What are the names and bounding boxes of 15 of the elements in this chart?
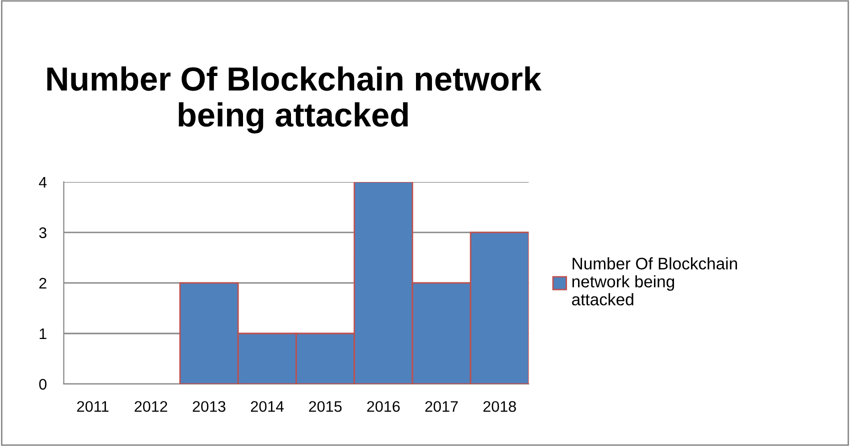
x-tick-label: 2015 — [309, 401, 342, 412]
x-tick-label: 2018 — [483, 401, 516, 412]
x-tick-label: 2012 — [134, 401, 168, 412]
y-tick-label: 3 — [39, 227, 46, 238]
y-tick-label: 0 — [39, 378, 46, 390]
chart-title: Number Of Blockchain network being attacked — [47, 66, 542, 134]
x-tick-label: 2011 — [77, 401, 108, 412]
x-tick-label: 2013 — [192, 401, 226, 412]
x-tick-label: 2014 — [250, 401, 284, 412]
x-tick-label: 2016 — [367, 401, 400, 412]
x-tick-label: 2017 — [425, 401, 458, 412]
legend-label: Number Of Blockchain network being attacked — [572, 257, 737, 306]
y-tick-label: 4 — [38, 176, 47, 188]
y-tick-label: 1 — [40, 328, 46, 340]
y-tick-label: 2 — [39, 278, 46, 289]
